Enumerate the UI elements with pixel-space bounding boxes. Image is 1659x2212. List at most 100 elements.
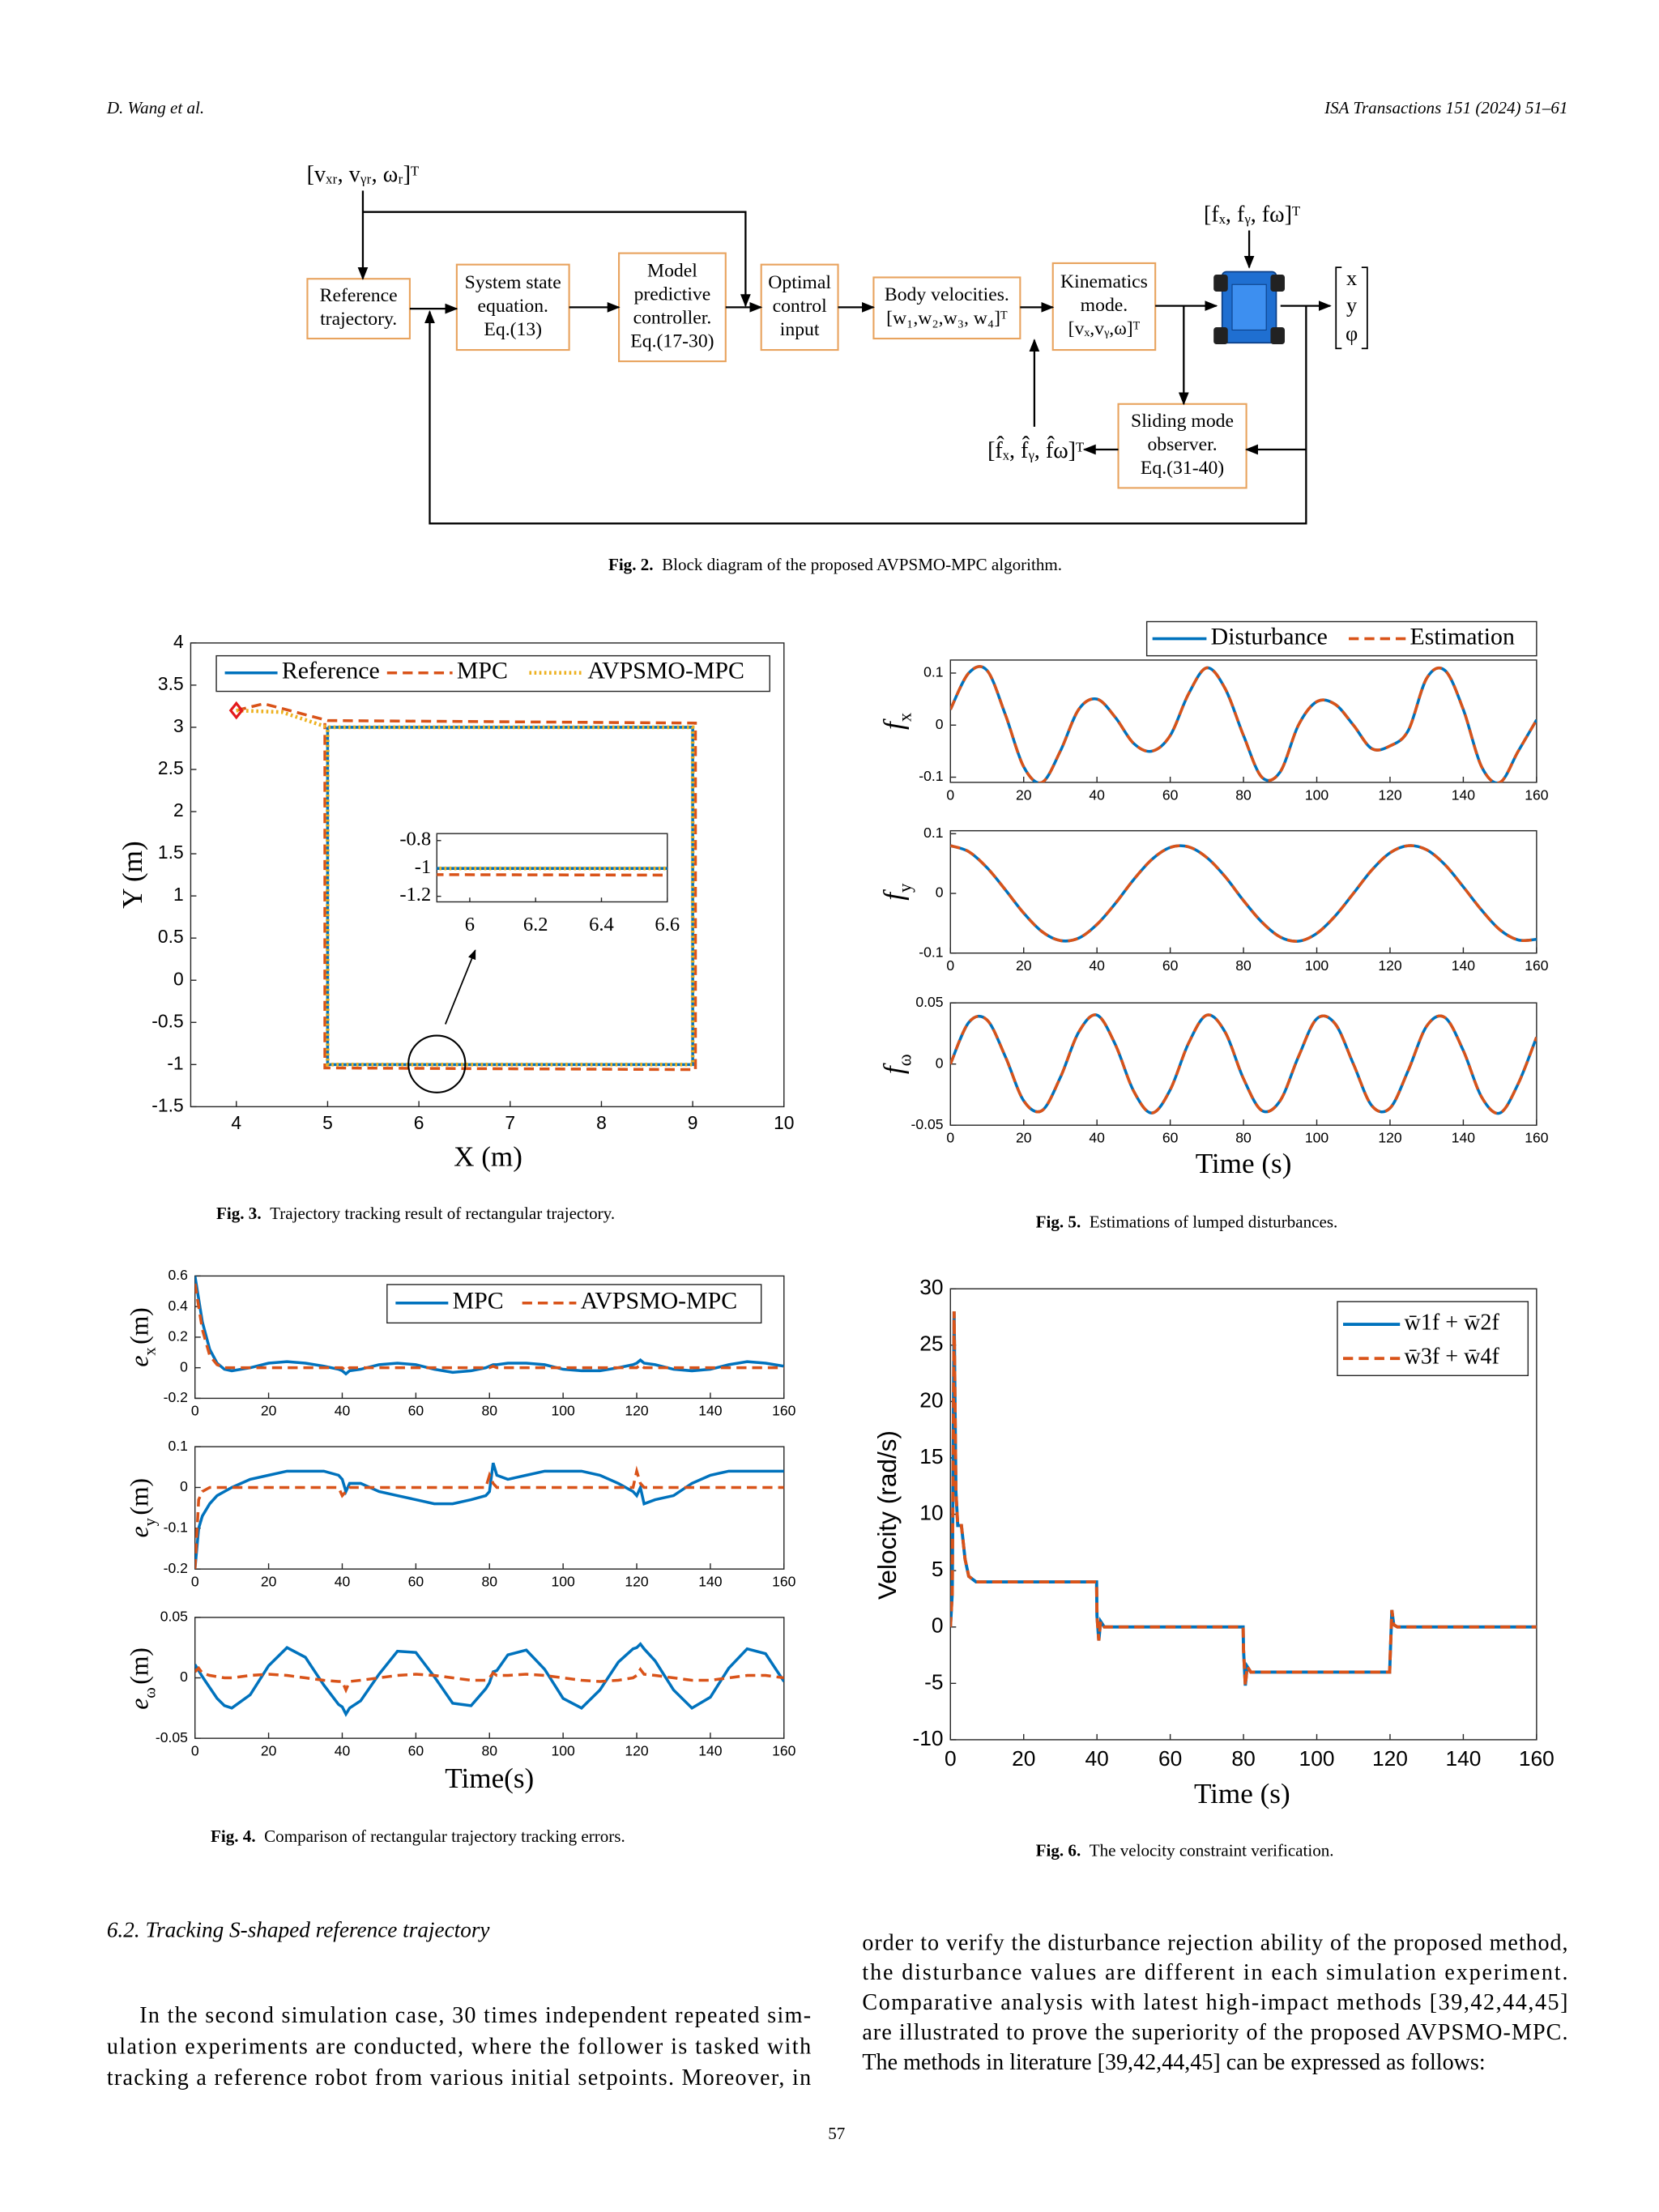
x-tick-label: 120: [1378, 957, 1402, 974]
diagram-block: [618, 252, 727, 363]
y-tick-label: 15: [919, 1444, 943, 1468]
y-tick-label: 0: [936, 1055, 944, 1071]
y-tick-label: 2: [173, 799, 184, 820]
block-label: Kinematics: [1060, 271, 1148, 292]
running-head-right: ISA Transactions 151 (2024) 51–61: [1324, 98, 1567, 117]
caption-text: The velocity constraint verification.: [1090, 1840, 1334, 1860]
y-label-symbol: e: [126, 1356, 154, 1367]
series-line: [326, 726, 694, 1067]
robot-wheel: [1213, 326, 1228, 345]
x-tick-label: 160: [772, 1573, 796, 1589]
block-label: equation.: [477, 296, 548, 317]
diagram-block: [455, 263, 570, 352]
inset-y-tick-label: -0.8: [399, 828, 431, 850]
series-line: [950, 1311, 1537, 1686]
x-tick-label: 40: [1089, 1130, 1105, 1146]
y-label-subscript: x: [141, 1347, 159, 1356]
figure-caption: Fig. 5. Estimations of lumped disturbance…: [1036, 1212, 1338, 1231]
y-tick-label: -5: [924, 1669, 943, 1694]
x-tick-label: 100: [1305, 1130, 1329, 1146]
diagram-arrow: [424, 310, 1307, 525]
y-tick-label: 20: [919, 1387, 943, 1412]
y-tick-label: -1: [167, 1052, 183, 1073]
block-label: predictive: [634, 283, 711, 305]
legend-label: AVPSMO-MPC: [581, 1288, 738, 1315]
x-tick-label: 160: [772, 1742, 796, 1758]
x-tick-label: 40: [335, 1742, 351, 1758]
x-tick-label: 40: [335, 1573, 351, 1589]
x-tick-label: 160: [1519, 1746, 1555, 1771]
diagram-arrow: [1244, 305, 1307, 455]
x-tick-label: 80: [1235, 957, 1252, 974]
caption-label: Fig. 3.: [216, 1204, 262, 1223]
y-tick-label: 0.1: [168, 1438, 188, 1454]
caption-label: Fig. 2.: [608, 555, 654, 574]
series-line: [236, 701, 697, 1072]
y-tick-label: 0.6: [168, 1267, 188, 1283]
x-tick-label: 4: [231, 1112, 241, 1133]
x-tick-label: 160: [772, 1403, 796, 1419]
y-label-subscript: ω: [141, 1687, 159, 1698]
x-tick-label: 120: [1378, 1130, 1402, 1146]
y-tick-label: 3: [173, 715, 184, 736]
y-label-unit: (m): [126, 1307, 154, 1345]
inset-y-tick-label: -1.2: [399, 884, 431, 906]
series-line: [950, 844, 1537, 943]
x-tick-label: 60: [1162, 957, 1179, 974]
y-axis-label: fω: [878, 1054, 915, 1074]
y-axis-label: eω (m): [126, 1647, 159, 1710]
y-tick-label: 0: [936, 884, 944, 901]
output-bracket: [1335, 266, 1368, 350]
legend-label: MPC: [457, 658, 508, 684]
robot-wheel: [1270, 326, 1286, 345]
x-tick-label: 80: [481, 1403, 497, 1419]
legend-box: [1145, 620, 1537, 657]
x-tick-label: 100: [1305, 786, 1329, 803]
running-head-left: D. Wang et al.: [106, 98, 204, 117]
x-tick-label: 60: [1162, 1130, 1179, 1146]
x-tick-label: 20: [261, 1742, 277, 1758]
x-tick-label: 40: [1089, 786, 1105, 803]
caption-label: Fig. 6.: [1036, 1840, 1081, 1860]
x-tick-label: 140: [1452, 786, 1476, 803]
body-line: The methods in literature [39,42,44,45] …: [862, 2050, 1485, 2075]
y-tick-label: 25: [919, 1332, 943, 1356]
body-line: are illustrated to prove the superiority…: [862, 2020, 1567, 2045]
x-tick-label: 160: [1525, 1130, 1549, 1146]
y-label-unit: (m): [126, 1478, 154, 1515]
inset-y-tick-label: -1: [415, 856, 431, 878]
y-label-symbol: e: [126, 1526, 154, 1537]
legend-label: Reference: [282, 658, 380, 684]
x-tick-label: 100: [551, 1573, 575, 1589]
block-label: trajectory.: [320, 309, 397, 330]
x-tick-label: 60: [1158, 1746, 1182, 1771]
x-tick-label: 140: [698, 1742, 723, 1758]
y-tick-label: 0.05: [160, 1609, 188, 1625]
output-state: φ: [1346, 322, 1358, 346]
figure-caption: Fig. 6. The velocity constraint verificat…: [1036, 1840, 1334, 1860]
caption-text: Block diagram of the proposed AVPSMO-MPC…: [662, 555, 1062, 574]
y-tick-label: 5: [932, 1557, 944, 1581]
x-tick-label: 20: [1016, 957, 1032, 974]
y-axis-label: Velocity (rad/s): [872, 1430, 902, 1600]
legend-box: [1337, 1301, 1529, 1377]
legend-label: w̄3f + w̄4f: [1405, 1345, 1500, 1370]
block-label: Sliding mode: [1131, 411, 1234, 432]
x-tick-label: 120: [625, 1573, 649, 1589]
y-tick-label: 0: [932, 1613, 944, 1638]
inset-x-tick-label: 6.2: [523, 914, 548, 936]
y-tick-label: -0.1: [919, 768, 943, 784]
y-tick-label: -10: [912, 1726, 943, 1750]
block-label: Reference: [320, 285, 398, 306]
x-tick-label: 100: [1299, 1746, 1335, 1771]
inset-x-tick-label: 6: [465, 914, 475, 936]
series-line: [950, 1013, 1537, 1115]
legend-label: MPC: [453, 1288, 504, 1315]
y-tick-label: -0.2: [164, 1389, 188, 1405]
y-label-symbol: f: [878, 1063, 910, 1074]
axes-box: [194, 1446, 785, 1570]
diagram-block: [306, 278, 411, 340]
x-axis-label: X (m): [454, 1140, 522, 1172]
x-tick-label: 9: [688, 1112, 698, 1133]
